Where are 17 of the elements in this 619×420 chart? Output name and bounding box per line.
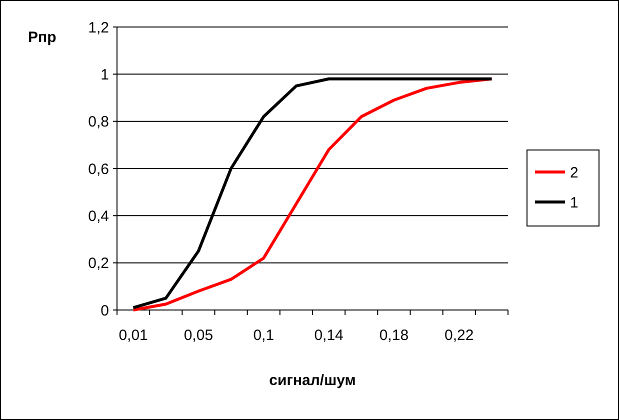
y-tick-label: 0,2 [88, 255, 109, 272]
y-tick-label: 0,4 [88, 208, 109, 225]
x-tick-label: 0,05 [184, 327, 214, 344]
x-tick-label: 0,18 [379, 327, 409, 344]
y-tick-label: 0,8 [88, 114, 109, 131]
x-axis-title: сигнал/шум [269, 372, 356, 389]
y-tick-label: 0 [100, 302, 109, 320]
y-tick-label: 1 [100, 66, 109, 84]
y-tick-label: 1,2 [88, 19, 109, 36]
x-tick-label: 0,1 [253, 327, 274, 344]
legend-label: 2 [570, 164, 578, 182]
legend-label: 1 [570, 194, 578, 212]
y-tick-label: 0,6 [88, 160, 109, 178]
x-tick-label: 0,14 [314, 327, 344, 344]
x-tick-label: 0,01 [118, 327, 148, 344]
x-tick-label: 0,22 [444, 327, 474, 344]
y-axis-title: Pпр [28, 29, 56, 46]
